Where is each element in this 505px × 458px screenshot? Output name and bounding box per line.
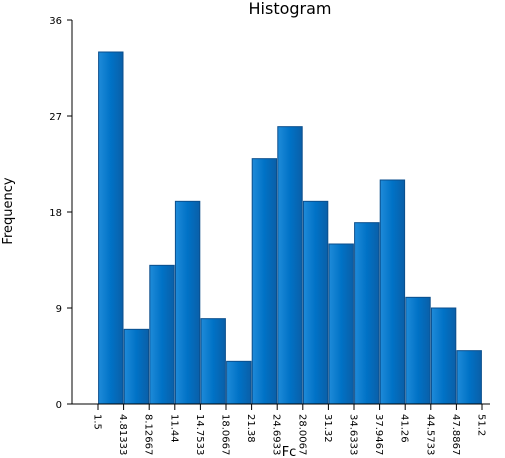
histogram-bar [251, 158, 278, 405]
x-tick-label: 1.5 [92, 414, 103, 430]
histogram-bar [174, 200, 201, 405]
histogram-bar [149, 264, 175, 405]
chart-title: Histogram [249, 0, 332, 18]
histogram-bar [379, 179, 406, 405]
y-tick-label: 27 [49, 112, 62, 123]
x-tick-label: 31.32 [322, 414, 333, 443]
y-axis-title: Frequency [1, 177, 16, 244]
x-tick-label: 4.81333 [117, 414, 128, 455]
x-tick-label: 8.12667 [143, 414, 154, 455]
x-tick-label: 47.8867 [450, 414, 461, 455]
histogram-bar [200, 318, 226, 405]
x-tick-label: 21.38 [245, 414, 256, 443]
histogram-bar [302, 200, 329, 405]
histogram-bar [430, 307, 457, 405]
histogram-bar [405, 296, 431, 405]
x-tick-label: 41.26 [399, 414, 410, 443]
x-tick-label: 28.0067 [296, 414, 307, 455]
x-tick-label: 44.5733 [424, 414, 435, 455]
histogram-bar [277, 126, 303, 405]
x-tick-label: 14.7533 [194, 414, 205, 455]
x-tick-label: 18.0667 [220, 414, 231, 455]
y-tick-label: 18 [49, 208, 62, 219]
x-tick-label: 11.44 [168, 414, 179, 443]
histogram-bar [98, 51, 124, 405]
y-tick-label: 0 [56, 400, 62, 411]
x-tick-label: 51.2 [476, 414, 487, 436]
y-tick-label: 9 [56, 304, 62, 315]
x-axis-title: Fc [282, 445, 297, 458]
histogram-bar [226, 360, 252, 405]
histogram-bar [456, 350, 482, 405]
x-tick-label: 24.6933 [271, 414, 282, 455]
x-tick-label: 34.6333 [348, 414, 359, 455]
histogram-bar [354, 222, 380, 405]
histogram-bar [123, 328, 150, 405]
x-tick-label: 37.9467 [373, 414, 384, 455]
y-tick-label: 36 [49, 16, 62, 27]
histogram-bar [328, 243, 354, 405]
